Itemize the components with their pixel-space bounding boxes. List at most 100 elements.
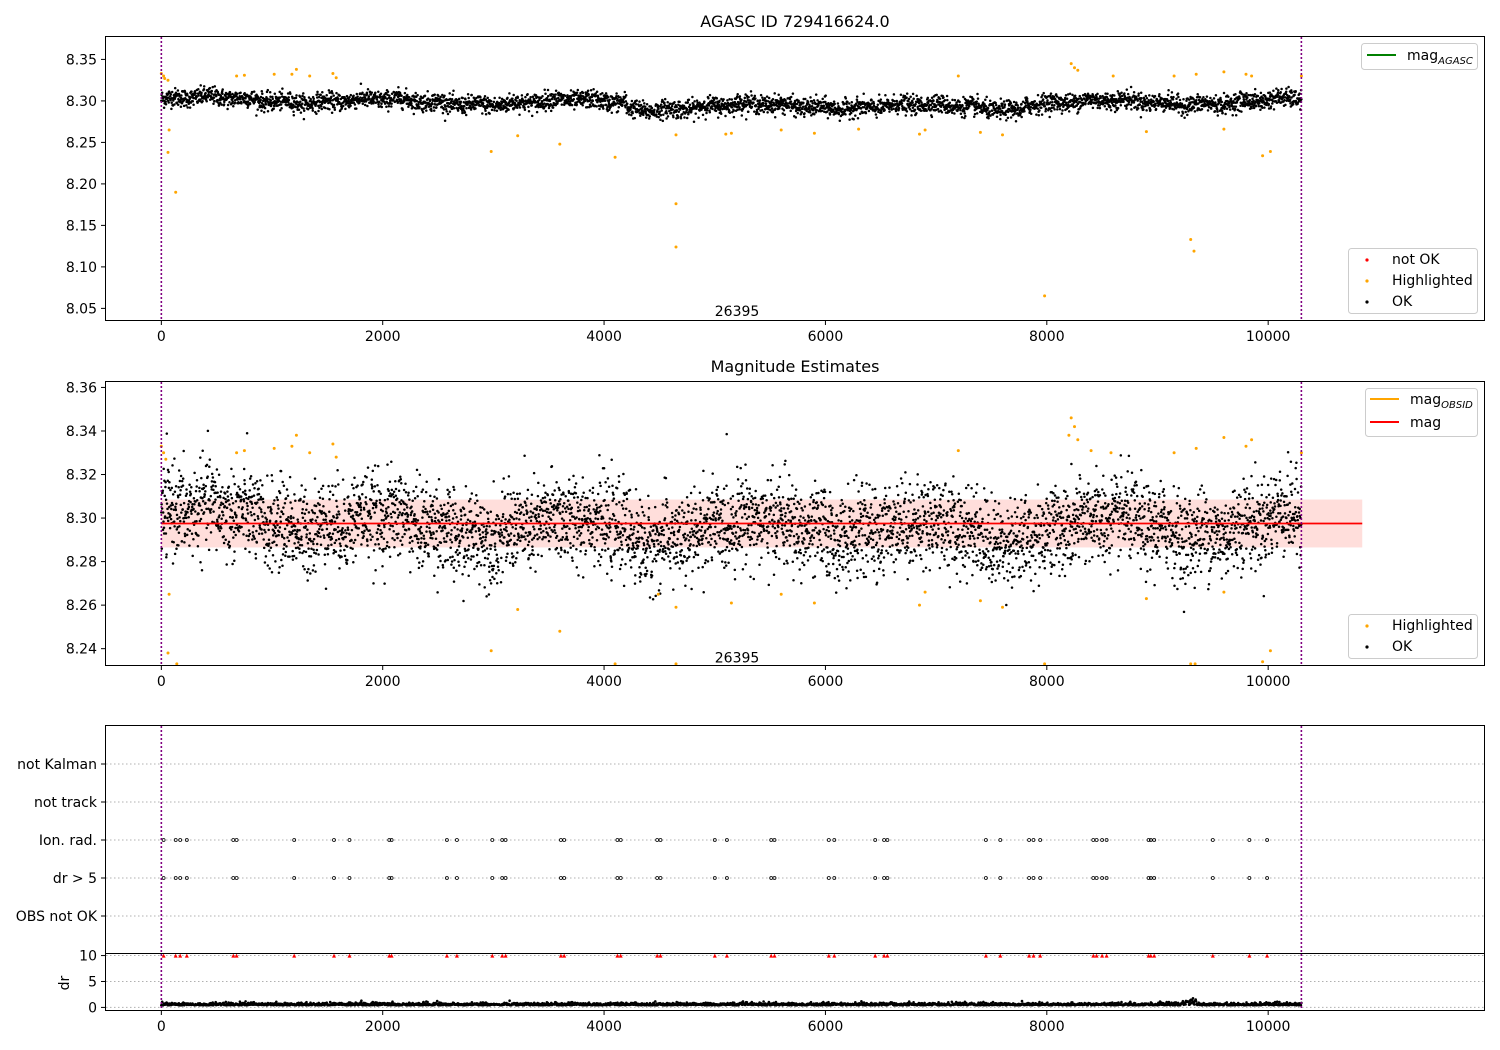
ok-point <box>1001 102 1004 105</box>
ok-point <box>164 498 168 501</box>
ok-point <box>283 502 287 505</box>
ok-point <box>429 105 433 108</box>
ok-point <box>745 103 749 107</box>
ok-point <box>222 541 226 545</box>
ok-point <box>707 96 710 100</box>
ok-point <box>788 97 792 101</box>
ok-point <box>1044 107 1048 110</box>
ok-point <box>183 532 187 536</box>
ok-point <box>178 516 181 519</box>
ok-point <box>1290 91 1294 94</box>
ok-point <box>876 103 880 106</box>
ok-point <box>382 100 386 103</box>
ok-point <box>169 93 173 96</box>
ok-point <box>721 107 724 111</box>
ok-point <box>209 508 213 511</box>
ok-point <box>172 540 175 544</box>
ok-point <box>267 544 270 548</box>
ok-point <box>164 480 167 484</box>
ok-point <box>836 102 840 105</box>
ok-point <box>616 97 619 101</box>
ok-point <box>430 101 434 105</box>
ok-point <box>1137 92 1140 95</box>
ok-point <box>302 107 305 110</box>
ok-point <box>268 90 272 94</box>
highlighted-point <box>1192 249 1196 253</box>
ok-point <box>281 480 284 484</box>
ok-point <box>639 114 642 118</box>
ok-point <box>301 565 305 568</box>
ok-point <box>200 476 203 480</box>
ok-point <box>905 110 909 113</box>
ok-point <box>285 524 289 527</box>
ok-point <box>686 101 690 104</box>
ok-point <box>797 99 800 103</box>
ok-point <box>526 93 529 96</box>
ok-point <box>311 569 315 572</box>
ok-point <box>287 539 291 543</box>
ok-point <box>190 90 193 93</box>
ok-point <box>225 506 229 510</box>
ok-point <box>598 107 601 111</box>
ok-point <box>274 526 277 529</box>
ok-point <box>624 100 628 103</box>
legend-mag-agasc-label: mag <box>1407 48 1438 64</box>
ok-point <box>1212 97 1216 100</box>
ok-point <box>448 110 452 113</box>
ok-point <box>214 484 217 488</box>
ok-point <box>298 529 301 532</box>
ok-point <box>418 106 421 109</box>
ok-point <box>508 92 511 95</box>
ok-point <box>573 91 577 95</box>
ok-point <box>237 485 240 488</box>
ok-point <box>198 504 202 507</box>
ok-point <box>400 94 403 97</box>
ok-point <box>549 109 553 113</box>
ok-point <box>192 96 195 100</box>
ok-point <box>1037 113 1041 117</box>
ok-point <box>648 115 652 118</box>
ok-point <box>317 95 321 99</box>
ok-point <box>789 109 792 113</box>
ok-point <box>329 99 332 102</box>
ok-point <box>390 102 393 105</box>
ok-point <box>1148 94 1151 97</box>
ok-point <box>316 534 320 538</box>
ok-point <box>167 101 170 104</box>
ok-point <box>610 111 614 114</box>
highlighted-point <box>1001 133 1004 137</box>
ok-point <box>821 97 824 101</box>
ok-point <box>246 512 250 515</box>
ok-point <box>239 91 242 94</box>
ok-point <box>317 531 321 535</box>
ok-point <box>1242 97 1246 101</box>
ok-point <box>1153 94 1157 98</box>
ok-point <box>495 109 499 112</box>
ok-point <box>229 528 233 531</box>
ok-point <box>722 98 725 101</box>
ok-point <box>1041 98 1045 101</box>
panel-agasc: AGASC ID 729416624.0 0 2000 4000 6000 8000 10… <box>66 12 1485 345</box>
ok-point <box>694 112 697 115</box>
ok-point <box>1152 100 1155 103</box>
ok-point <box>1023 109 1026 113</box>
ok-point <box>299 111 303 114</box>
ok-point <box>1020 115 1023 119</box>
ok-point <box>232 475 235 478</box>
ok-point <box>187 515 190 519</box>
ok-point <box>220 103 223 106</box>
ok-point <box>520 94 524 97</box>
highlighted-point <box>1268 150 1272 153</box>
ok-point <box>317 553 320 556</box>
ok-point <box>599 103 603 106</box>
ok-point <box>676 116 680 120</box>
ok-point <box>278 491 282 495</box>
ok-point <box>790 103 793 106</box>
ok-point <box>672 115 675 119</box>
ok-point <box>575 103 578 106</box>
ok-point <box>953 112 956 115</box>
ok-point <box>988 99 992 103</box>
ok-point <box>182 520 186 523</box>
ok-point <box>164 100 167 103</box>
ok-point <box>300 538 303 541</box>
